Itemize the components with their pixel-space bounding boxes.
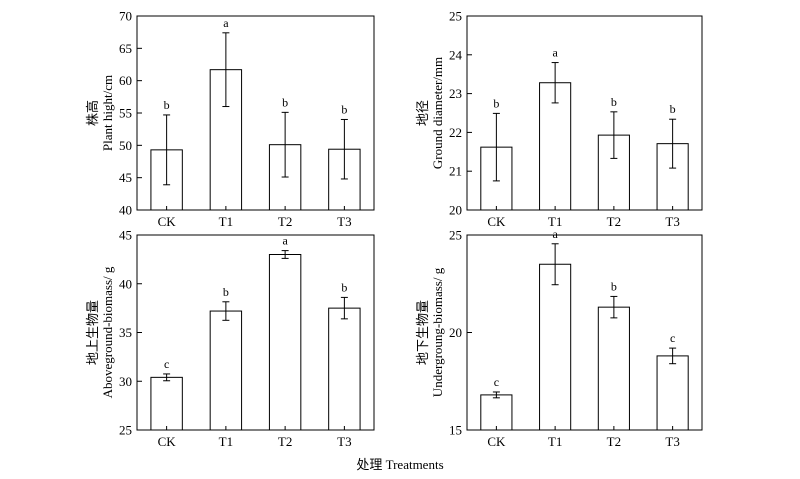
x-tick-label: T1 bbox=[219, 214, 233, 229]
significance-letter: a bbox=[552, 46, 558, 60]
x-tick-label: T2 bbox=[278, 434, 292, 449]
y-axis-label-cn: 地下生物量 bbox=[415, 300, 430, 365]
bar bbox=[150, 376, 183, 431]
bar bbox=[656, 355, 689, 431]
y-axis-label: 地下生物量Undergroung-biomass/ g bbox=[415, 267, 445, 397]
bar bbox=[539, 263, 572, 431]
chart-panel-3: 25 30 35 40 45 地上生物量Aboveground-biomass/ g c CK… bbox=[85, 228, 375, 449]
y-tick-label: 35 bbox=[119, 325, 132, 340]
x-tick-label: T2 bbox=[278, 214, 292, 229]
y-tick-label: 23 bbox=[449, 86, 462, 101]
figure-x-axis-label: 处理 Treatments bbox=[356, 457, 444, 472]
y-tick-label: 40 bbox=[119, 276, 132, 291]
bar bbox=[539, 82, 572, 211]
y-tick-label: 25 bbox=[449, 9, 462, 24]
significance-letter: b bbox=[611, 95, 617, 109]
bar bbox=[268, 254, 302, 431]
y-axis-label-cn: 地径 bbox=[415, 100, 430, 126]
y-axis-label: 地上生物量Aboveground-biomass/ g bbox=[85, 266, 115, 398]
x-tick-label: T3 bbox=[337, 434, 351, 449]
y-tick-label: 25 bbox=[119, 423, 132, 438]
y-tick-label: 22 bbox=[449, 125, 462, 140]
chart-panel-1: 40 45 50 55 60 65 70 株高Plant hight/cm b CK a T1 b T2 b… bbox=[85, 9, 375, 229]
bar bbox=[480, 394, 513, 431]
bar bbox=[209, 310, 243, 431]
y-axis-label-en: Undergroung-biomass/ g bbox=[430, 267, 445, 397]
y-axis-label-en: Ground diameter/mm bbox=[430, 57, 445, 169]
significance-letter: a bbox=[282, 234, 288, 248]
significance-letter: c bbox=[164, 357, 169, 371]
y-tick-label: 60 bbox=[119, 73, 132, 88]
y-axis-label: 地径Ground diameter/mm bbox=[415, 57, 445, 169]
x-tick-label: T1 bbox=[548, 214, 562, 229]
x-tick-label: T2 bbox=[607, 214, 621, 229]
x-tick-label: T1 bbox=[219, 434, 233, 449]
x-tick-label: CK bbox=[158, 434, 177, 449]
y-axis-label-cn: 地上生物量 bbox=[85, 300, 100, 365]
x-tick-label: CK bbox=[158, 214, 177, 229]
significance-letter: b bbox=[223, 285, 229, 299]
y-axis-label-en: Plant hight/cm bbox=[100, 75, 115, 151]
significance-letter: b bbox=[493, 96, 499, 110]
y-tick-label: 45 bbox=[119, 228, 132, 243]
y-tick-label: 30 bbox=[119, 374, 132, 389]
x-tick-label: T1 bbox=[548, 434, 562, 449]
y-tick-label: 45 bbox=[119, 170, 132, 185]
x-tick-label: T3 bbox=[665, 434, 679, 449]
y-tick-label: 20 bbox=[449, 325, 462, 340]
y-tick-label: 40 bbox=[119, 203, 132, 218]
x-tick-label: CK bbox=[487, 214, 506, 229]
x-tick-label: T3 bbox=[665, 214, 679, 229]
significance-letter: b bbox=[282, 95, 288, 109]
y-tick-label: 65 bbox=[119, 41, 132, 56]
x-tick-label: T3 bbox=[337, 214, 351, 229]
significance-letter: a bbox=[223, 16, 229, 30]
plot-frame bbox=[466, 15, 703, 211]
y-axis-label: 株高Plant hight/cm bbox=[85, 75, 115, 151]
x-tick-label: CK bbox=[487, 434, 506, 449]
significance-letter: b bbox=[341, 280, 347, 294]
y-tick-label: 25 bbox=[449, 228, 462, 243]
chart-panel-4: 15 20 25 地下生物量Undergroung-biomass/ g c CK a T1 b… bbox=[415, 227, 703, 449]
significance-letter: c bbox=[494, 375, 499, 389]
significance-letter: a bbox=[552, 227, 558, 241]
y-tick-label: 21 bbox=[449, 164, 462, 179]
y-tick-label: 55 bbox=[119, 106, 132, 121]
y-tick-label: 20 bbox=[449, 203, 462, 218]
y-tick-label: 15 bbox=[449, 423, 462, 438]
y-tick-label: 24 bbox=[449, 47, 463, 62]
significance-letter: b bbox=[611, 279, 617, 293]
y-tick-label: 50 bbox=[119, 138, 132, 153]
y-tick-label: 70 bbox=[119, 9, 132, 24]
significance-letter: c bbox=[670, 331, 675, 345]
y-axis-label-cn: 株高 bbox=[85, 100, 100, 126]
bar bbox=[597, 306, 630, 431]
significance-letter: b bbox=[164, 98, 170, 112]
significance-letter: b bbox=[341, 102, 347, 116]
significance-letter: b bbox=[670, 102, 676, 116]
bar bbox=[328, 307, 361, 431]
y-axis-label-en: Aboveground-biomass/ g bbox=[100, 266, 115, 398]
x-tick-label: T2 bbox=[607, 434, 621, 449]
chart-panel-2: 20 21 22 23 24 25 地径Ground diameter/mm b CK a T1 b T… bbox=[415, 9, 703, 229]
